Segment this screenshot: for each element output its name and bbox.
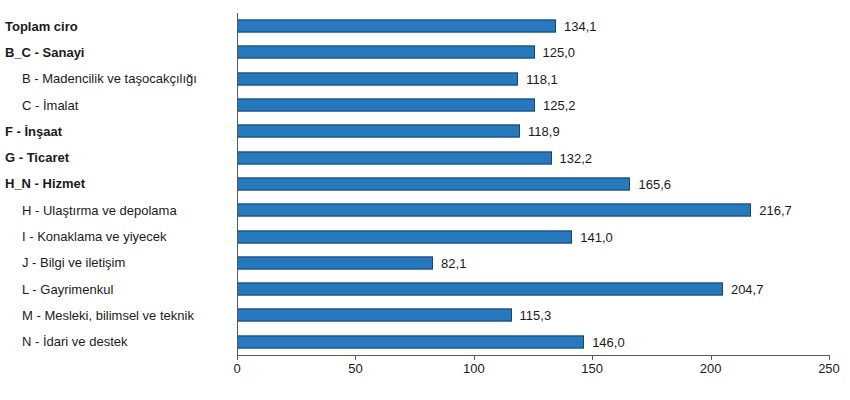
bar — [237, 151, 552, 164]
value-label: 216,7 — [759, 203, 792, 218]
value-label: 146,0 — [592, 334, 625, 349]
bar-track: 204,7 — [237, 276, 828, 302]
bar-track: 125,2 — [237, 92, 828, 118]
chart-row: G - Ticaret 132,2 — [0, 144, 828, 170]
chart-row: B_C - Sanayi 125,0 — [0, 39, 828, 65]
bar — [237, 230, 572, 243]
chart-row: C - İmalat 125,2 — [0, 92, 828, 118]
category-label: H - Ulaştırma ve depolama — [0, 203, 237, 218]
bar-track: 82,1 — [237, 250, 828, 276]
bar — [237, 177, 630, 190]
bar-track: 141,0 — [237, 223, 828, 249]
bar-chart: Toplam ciro 134,1 B_C - Sanayi 125,0 B - Mad… — [0, 0, 850, 400]
category-label: B - Madencilik ve taşocakçılığı — [0, 71, 237, 86]
value-label: 204,7 — [731, 282, 764, 297]
bar — [237, 335, 584, 348]
bar-track: 134,1 — [237, 13, 828, 39]
value-label: 132,2 — [560, 150, 593, 165]
category-label: J - Bilgi ve iletişim — [0, 255, 237, 270]
category-label: I - Konaklama ve yiyecek — [0, 229, 237, 244]
value-label: 118,9 — [528, 124, 560, 139]
chart-row: B - Madencilik ve taşocakçılığı 118,1 — [0, 66, 828, 92]
y-axis-line — [237, 13, 238, 356]
category-label: H_N - Hizmet — [0, 176, 237, 191]
chart-row: Toplam ciro 134,1 — [0, 13, 828, 39]
bar — [237, 20, 556, 33]
x-tick-mark — [474, 355, 475, 360]
bar-track: 118,9 — [237, 118, 828, 144]
chart-row: J - Bilgi ve iletişim 82,1 — [0, 250, 828, 276]
chart-row: N - İdari ve destek 146,0 — [0, 329, 828, 355]
category-label: N - İdari ve destek — [0, 334, 237, 349]
bar-track: 132,2 — [237, 144, 828, 170]
x-tick-label: 150 — [572, 361, 612, 376]
bar — [237, 204, 751, 217]
category-label: M - Mesleki, bilimsel ve teknik — [0, 308, 237, 323]
x-tick-mark — [237, 355, 238, 360]
chart-rows: Toplam ciro 134,1 B_C - Sanayi 125,0 B - Mad… — [0, 13, 828, 355]
bar-track: 216,7 — [237, 197, 828, 223]
x-tick-label: 0 — [217, 361, 257, 376]
bar — [237, 72, 518, 85]
category-label: B_C - Sanayi — [0, 45, 237, 60]
chart-row: I - Konaklama ve yiyecek 141,0 — [0, 223, 828, 249]
value-label: 125,2 — [543, 98, 576, 113]
chart-row: L - Gayrimenkul 204,7 — [0, 276, 828, 302]
value-label: 125,0 — [543, 45, 576, 60]
chart-row: H - Ulaştırma ve depolama 216,7 — [0, 197, 828, 223]
x-tick-label: 200 — [691, 361, 731, 376]
bar-track: 165,6 — [237, 171, 828, 197]
bar-track: 146,0 — [237, 329, 828, 355]
chart-row: M - Mesleki, bilimsel ve teknik 115,3 — [0, 302, 828, 328]
value-label: 82,1 — [441, 255, 466, 270]
bar — [237, 99, 535, 112]
category-label: F - İnşaat — [0, 124, 237, 139]
chart-row: H_N - Hizmet 165,6 — [0, 171, 828, 197]
category-label: L - Gayrimenkul — [0, 282, 237, 297]
bar — [237, 46, 535, 59]
category-label: Toplam ciro — [0, 19, 237, 34]
bar — [237, 256, 433, 269]
x-tick-mark — [355, 355, 356, 360]
bar-track: 118,1 — [237, 66, 828, 92]
x-tick-label: 250 — [809, 361, 849, 376]
bar — [237, 309, 512, 322]
bar-track: 125,0 — [237, 39, 828, 65]
x-axis-line — [237, 355, 829, 356]
x-tick-label: 100 — [454, 361, 494, 376]
category-label: G - Ticaret — [0, 150, 237, 165]
category-label: C - İmalat — [0, 98, 237, 113]
x-tick-mark — [592, 355, 593, 360]
value-label: 118,1 — [526, 71, 558, 86]
x-tick-label: 50 — [335, 361, 375, 376]
x-tick-mark — [711, 355, 712, 360]
value-label: 134,1 — [564, 19, 597, 34]
value-label: 165,6 — [638, 176, 671, 191]
chart-row: F - İnşaat 118,9 — [0, 118, 828, 144]
bar — [237, 125, 520, 138]
bar — [237, 283, 723, 296]
value-label: 115,3 — [520, 308, 552, 323]
bar-track: 115,3 — [237, 302, 828, 328]
value-label: 141,0 — [580, 229, 613, 244]
x-tick-mark — [829, 355, 830, 360]
